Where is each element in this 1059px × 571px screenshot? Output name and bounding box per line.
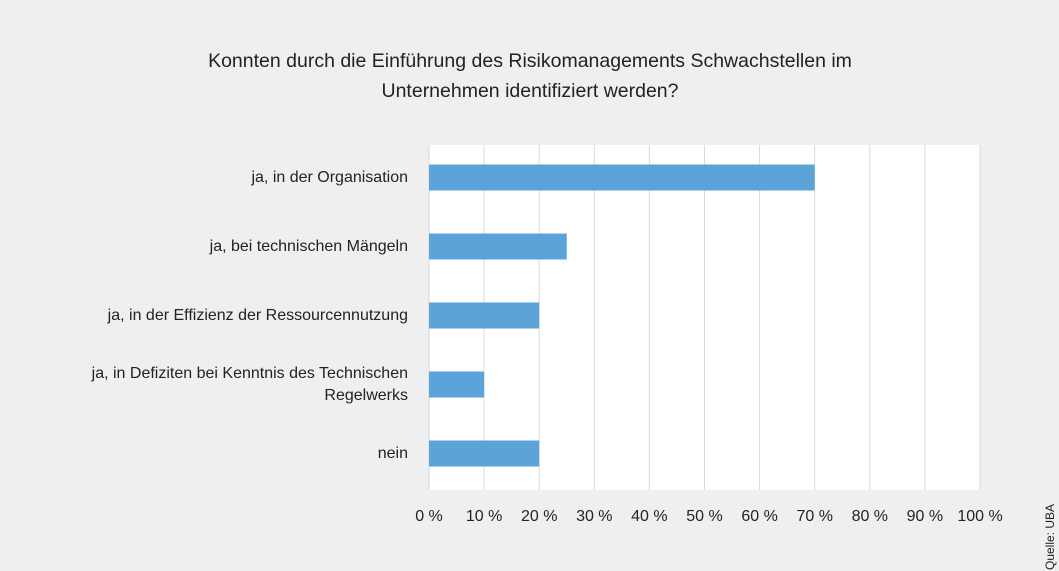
- x-tick-label: 80 %: [851, 508, 889, 525]
- x-tick-label: 50 %: [686, 508, 723, 525]
- x-tick-label: 20 %: [520, 508, 558, 525]
- x-tick-label: 60 %: [741, 508, 778, 525]
- bar: [429, 440, 540, 467]
- y-tick-label: ja, bei technischen Mängeln: [209, 237, 408, 255]
- x-tick-label: 70 %: [796, 508, 833, 525]
- bar: [429, 371, 485, 398]
- y-tick-label: nein: [377, 444, 408, 462]
- bar: [429, 302, 540, 329]
- x-tick-label: 10 %: [465, 508, 503, 525]
- y-tick-label: ja, in der Effizienz der Ressourcennutzu…: [107, 306, 408, 324]
- bar: [429, 164, 815, 191]
- y-tick-label: ja, in Defiziten bei Kenntnis des Techni…: [91, 364, 408, 404]
- x-tick-label: 100 %: [957, 508, 1003, 525]
- x-tick-label: 90 %: [906, 508, 944, 525]
- x-tick-label: 0 %: [415, 508, 443, 525]
- source: Quelle: UBA: [1043, 503, 1057, 571]
- x-tick-label: 30 %: [576, 508, 613, 525]
- x-tick-label: 40 %: [631, 508, 668, 525]
- chart-title: Konnten durch die Einführung des Risikom…: [208, 50, 852, 102]
- y-tick-label: ja, in der Organisation: [251, 168, 408, 186]
- bar: [429, 233, 567, 260]
